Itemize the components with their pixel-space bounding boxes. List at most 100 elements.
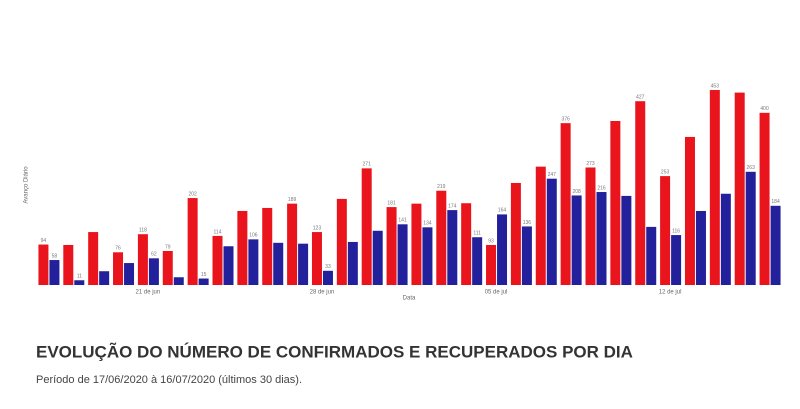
- value-label: 136: [523, 220, 532, 226]
- value-label: 247: [548, 172, 557, 178]
- bar: [571, 195, 582, 285]
- y-axis-label: Avanço Diário: [24, 166, 30, 204]
- value-label: 202: [188, 191, 197, 197]
- value-label: 164: [498, 208, 507, 214]
- value-label: 208: [572, 189, 581, 195]
- value-label: 273: [586, 161, 595, 167]
- bar: [74, 280, 85, 285]
- bar: [646, 226, 657, 285]
- bar: [497, 214, 508, 285]
- bar: [486, 244, 497, 285]
- value-label: 427: [636, 95, 645, 101]
- value-label: 11: [77, 274, 82, 280]
- bar: [198, 278, 209, 285]
- bar: [386, 207, 397, 285]
- value-label: 93: [488, 238, 494, 244]
- bar: [262, 207, 273, 285]
- bar: [148, 258, 159, 285]
- bar: [411, 203, 422, 285]
- bar: [336, 198, 347, 285]
- bar: [621, 195, 632, 285]
- bar: [461, 203, 472, 285]
- value-label: 15: [201, 272, 207, 278]
- chart-subtitle: Período de 17/06/2020 à 16/07/2020 (últi…: [36, 374, 302, 386]
- bar: [422, 227, 433, 285]
- bar: [212, 235, 223, 285]
- value-label: 114: [214, 229, 222, 235]
- bar: [63, 244, 74, 285]
- bar: [322, 270, 333, 285]
- chart-title: EVOLUÇÃO DO NÚMERO DE CONFIRMADOS E RECU…: [36, 341, 633, 361]
- bar: [223, 246, 234, 285]
- bar: [273, 242, 284, 285]
- value-label: 271: [363, 162, 372, 168]
- bar: [560, 123, 571, 285]
- bar: [684, 136, 695, 285]
- value-label: 33: [325, 264, 331, 270]
- x-tick-label: 21 de jun: [136, 290, 161, 296]
- value-label: 116: [672, 228, 680, 234]
- bar: [510, 182, 521, 285]
- x-axis-label: Data: [403, 296, 416, 302]
- value-label: 189: [288, 197, 297, 203]
- bar: [472, 237, 483, 285]
- bar: [361, 168, 372, 285]
- value-label: 123: [313, 225, 322, 231]
- bar: [287, 203, 298, 285]
- bar: [248, 239, 259, 285]
- value-label: 263: [747, 165, 756, 171]
- bar: [162, 250, 173, 285]
- bar: [596, 192, 607, 285]
- value-label: 181: [387, 200, 396, 206]
- x-tick-label: 05 de jul: [485, 290, 508, 296]
- bar: [660, 176, 671, 285]
- value-label: 376: [561, 116, 570, 122]
- bar: [311, 232, 322, 285]
- value-label: 76: [115, 246, 121, 252]
- value-label: 219: [437, 184, 446, 190]
- bar: [546, 178, 557, 285]
- value-label: 94: [41, 238, 47, 244]
- bar: [695, 210, 706, 285]
- bar: [124, 263, 135, 285]
- bar: [113, 252, 124, 285]
- bar: [585, 167, 596, 285]
- value-label: 400: [760, 106, 769, 112]
- value-label: 118: [139, 228, 147, 234]
- x-tick-label: 28 de jun: [310, 290, 335, 296]
- bar: [535, 166, 546, 285]
- bar: [759, 112, 770, 286]
- bar: [347, 241, 358, 285]
- value-label: 216: [597, 185, 606, 191]
- bar: [734, 92, 745, 286]
- value-label: 111: [473, 231, 481, 237]
- bar: [372, 230, 383, 285]
- value-label: 58: [52, 253, 58, 259]
- bar: [447, 210, 458, 285]
- bar: [88, 232, 99, 285]
- value-label: 79: [165, 244, 171, 250]
- bar: [521, 226, 532, 285]
- value-label: 453: [711, 83, 720, 89]
- bar: [38, 244, 49, 285]
- bar: [709, 90, 720, 285]
- bar: [671, 235, 682, 285]
- bar: [720, 193, 731, 285]
- bar: [745, 171, 756, 285]
- x-tick-label: 12 de jul: [659, 290, 682, 296]
- bar: [49, 260, 60, 285]
- bar: [610, 121, 621, 285]
- value-label: 134: [423, 221, 432, 227]
- value-label: 62: [151, 252, 157, 258]
- bar: [436, 190, 447, 285]
- value-label: 253: [661, 169, 670, 175]
- bar: [298, 243, 309, 285]
- value-label: 174: [448, 203, 457, 209]
- value-label: 106: [249, 233, 258, 239]
- bar: [99, 271, 110, 285]
- bar: [173, 277, 184, 285]
- bar: [397, 224, 408, 285]
- bar: [770, 205, 781, 285]
